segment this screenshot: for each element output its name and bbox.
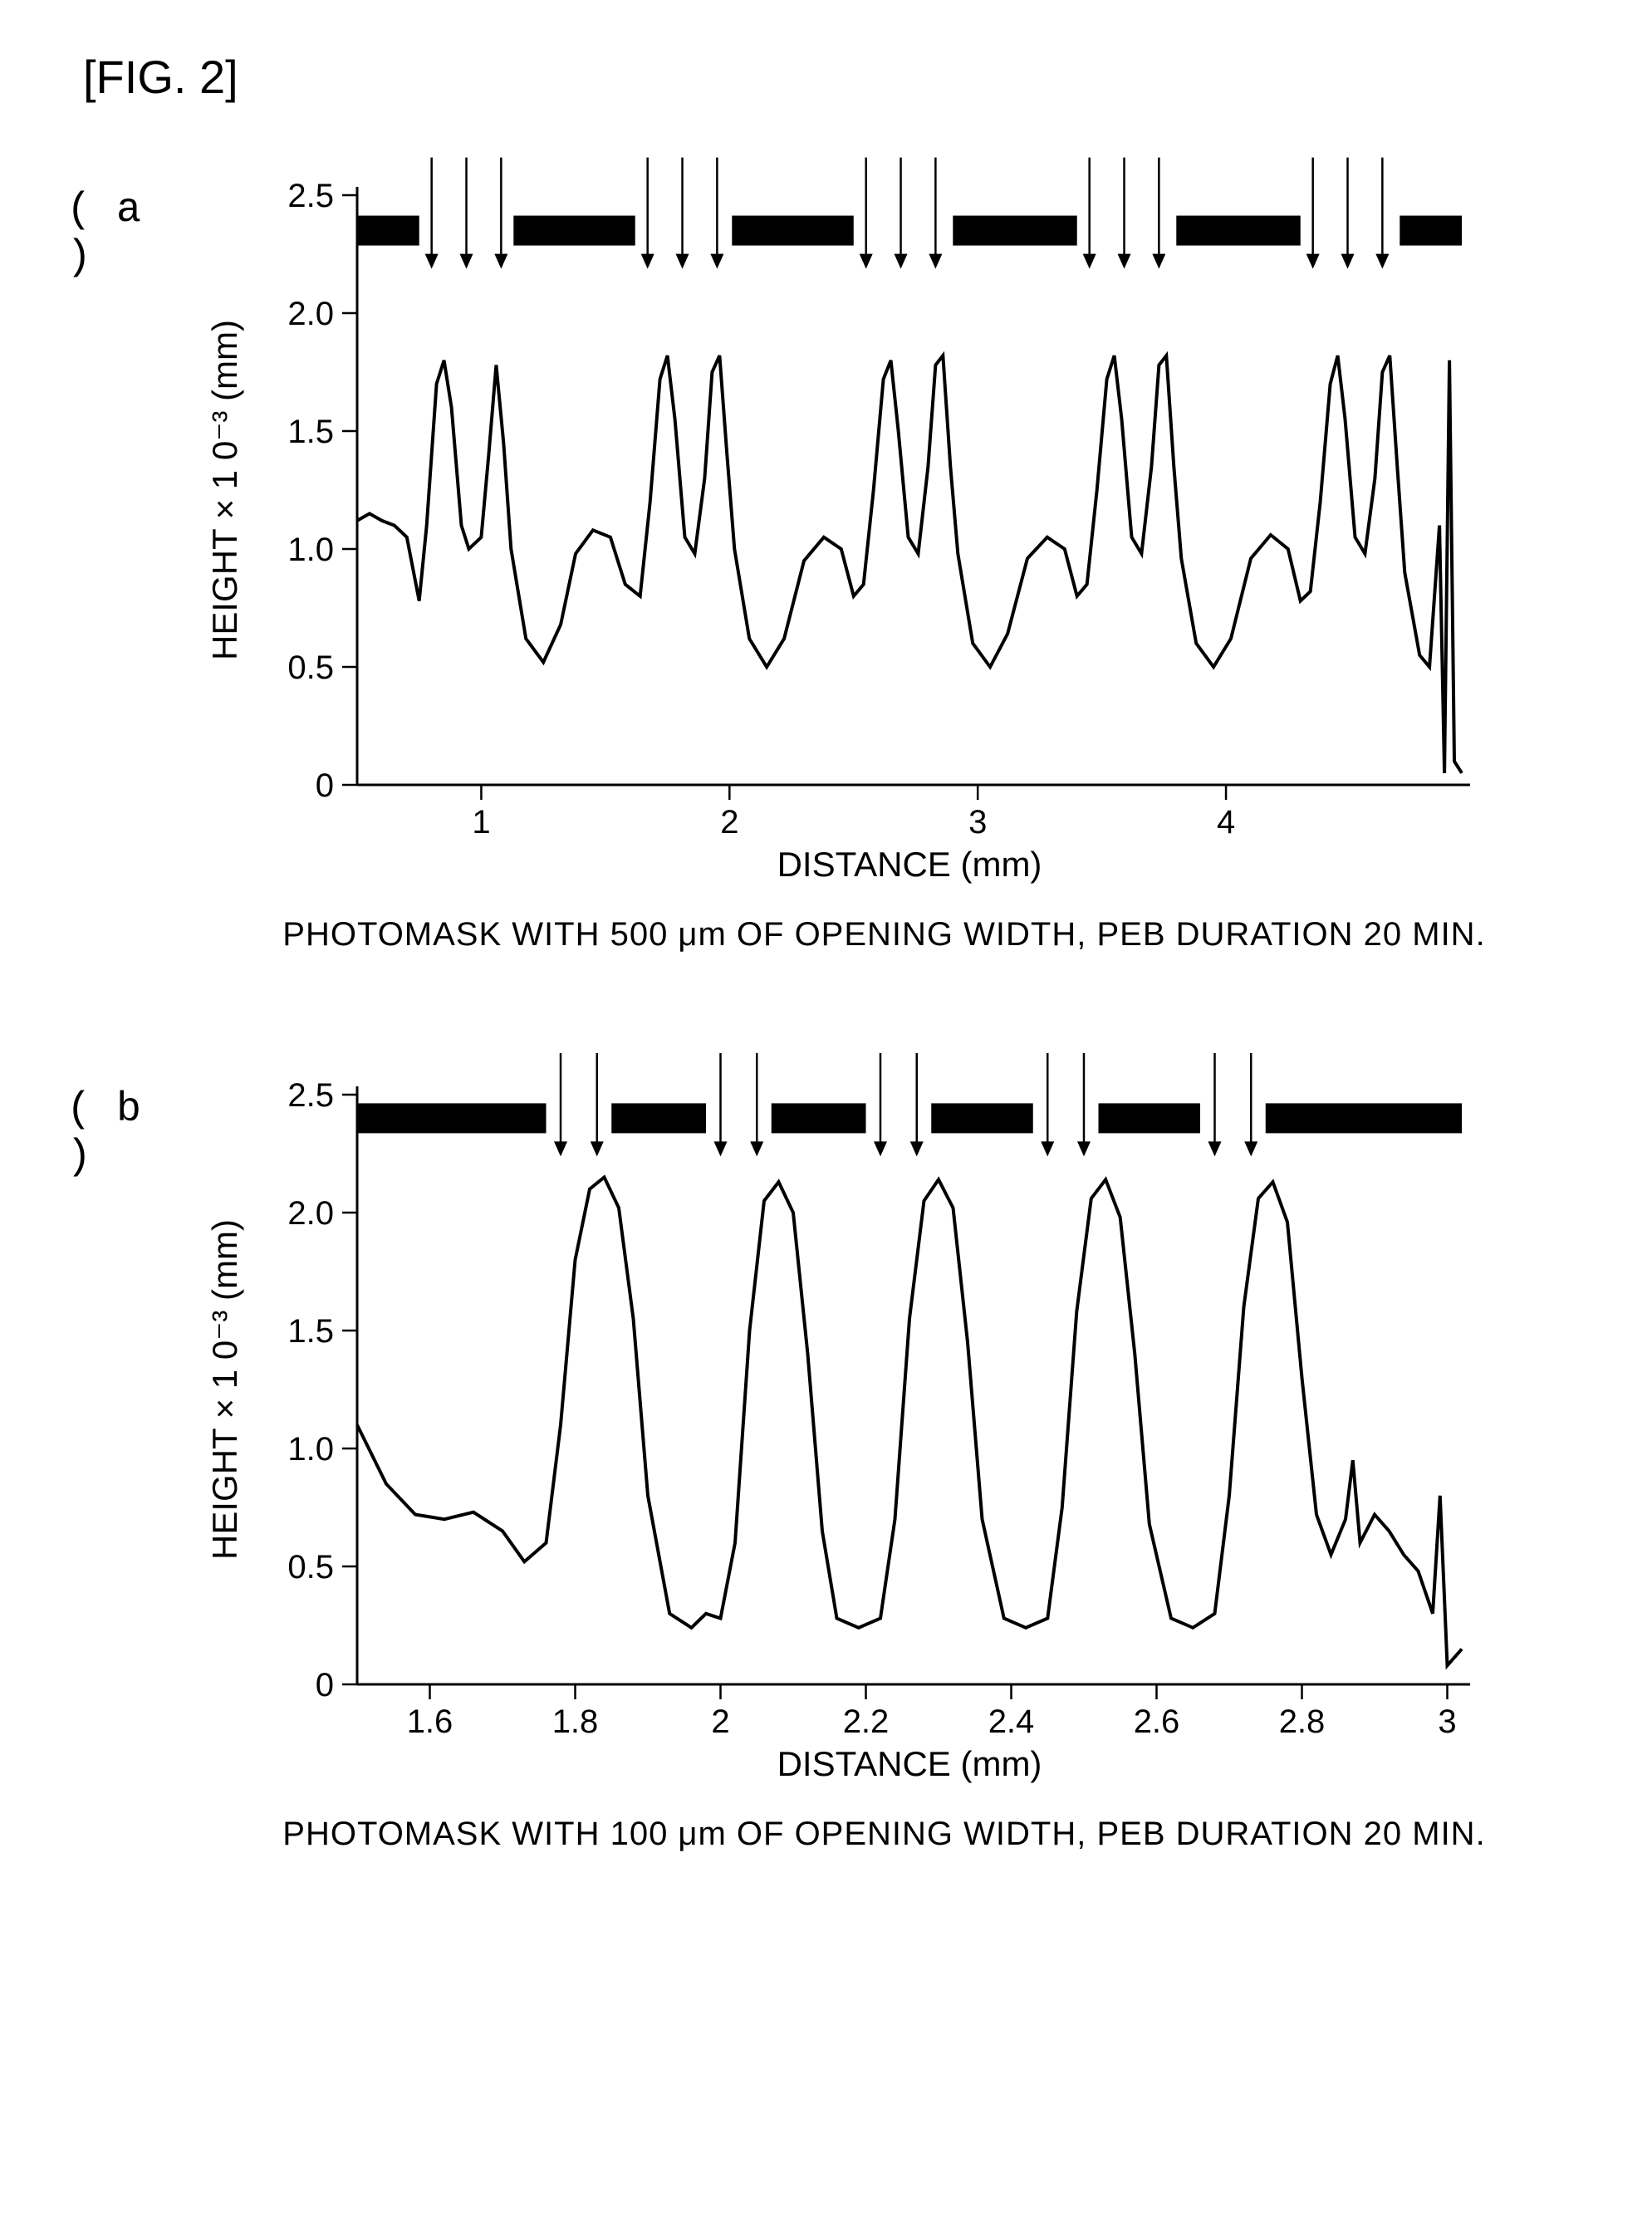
svg-text:0.5: 0.5: [287, 649, 334, 686]
svg-text:3: 3: [1438, 1703, 1456, 1740]
svg-text:1.5: 1.5: [287, 414, 334, 450]
panel-b: ( b ) 0 0.5 1.0 1.5 2.0 2.5 1.6 1.8 2 2.2 2.4 2.6 2.…: [66, 1053, 1586, 1853]
panel-a-caption: PHOTOMASK WITH 500 μm OF OPENING WIDTH, …: [183, 916, 1586, 953]
svg-text:2.4: 2.4: [988, 1703, 1035, 1740]
svg-text:2.2: 2.2: [843, 1703, 890, 1740]
svg-text:1.8: 1.8: [552, 1703, 599, 1740]
svg-text:HEIGHT × 1 0⁻³ (mm): HEIGHT × 1 0⁻³ (mm): [205, 1219, 244, 1560]
svg-text:2.6: 2.6: [1134, 1703, 1180, 1740]
panel-b-caption: PHOTOMASK WITH 100 μm OF OPENING WIDTH, …: [183, 1816, 1586, 1853]
svg-text:2.0: 2.0: [287, 296, 334, 332]
svg-text:1: 1: [472, 804, 490, 841]
svg-text:2.5: 2.5: [287, 178, 334, 214]
svg-text:2.5: 2.5: [287, 1077, 334, 1114]
svg-text:0: 0: [316, 767, 334, 804]
svg-text:DISTANCE (mm): DISTANCE (mm): [777, 1744, 1042, 1783]
svg-text:AREA: AREA: [432, 154, 502, 157]
chart-b: 0 0.5 1.0 1.5 2.0 2.5 1.6 1.8 2 2.2 2.4 2.6 2.8 3 DIST…: [183, 1053, 1495, 1801]
figure-label: [FIG. 2]: [83, 50, 1586, 104]
svg-text:1.6: 1.6: [407, 1703, 453, 1740]
panel-a: ( a ) 0 0.5 1.0 1.5 2.0 2.5 1 2 3 4 DISTANCE (mm) H…: [66, 154, 1586, 953]
svg-text:HEIGHT × 1 0⁻³ (mm): HEIGHT × 1 0⁻³ (mm): [205, 320, 244, 660]
chart-a: 0 0.5 1.0 1.5 2.0 2.5 1 2 3 4 DISTANCE (mm) HEIGHT …: [183, 154, 1495, 901]
svg-text:2: 2: [711, 1703, 729, 1740]
svg-text:AREA: AREA: [1313, 154, 1383, 157]
svg-text:0: 0: [316, 1667, 334, 1703]
svg-text:DISTANCE (mm): DISTANCE (mm): [777, 845, 1042, 884]
svg-text:3: 3: [968, 804, 987, 841]
panel-b-tag: ( b ): [66, 1053, 183, 1181]
svg-text:1.0: 1.0: [287, 1431, 334, 1468]
svg-text:AREA: AREA: [648, 154, 718, 157]
svg-text:2.8: 2.8: [1279, 1703, 1326, 1740]
svg-text:AREA: AREA: [1090, 154, 1159, 157]
svg-text:4: 4: [1217, 804, 1235, 841]
panel-a-tag: ( a ): [66, 154, 183, 282]
svg-text:0.5: 0.5: [287, 1549, 334, 1586]
svg-text:1.0: 1.0: [287, 532, 334, 568]
svg-text:AREA: AREA: [866, 154, 936, 157]
svg-text:1.5: 1.5: [287, 1313, 334, 1350]
svg-text:2: 2: [720, 804, 738, 841]
svg-text:2.0: 2.0: [287, 1195, 334, 1232]
